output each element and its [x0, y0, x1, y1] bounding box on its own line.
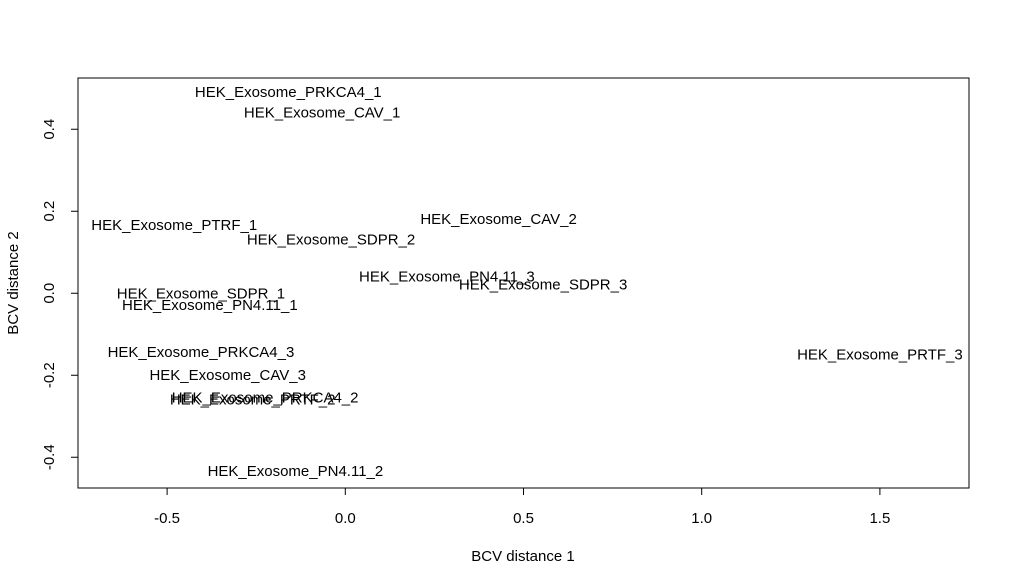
- point-label: HEK_Exosome_CAV_2: [420, 211, 576, 228]
- point-label: HEK_Exosome_PN4.11_2: [208, 463, 384, 480]
- data-points: HEK_Exosome_PRKCA4_1 HEK_Exosome_CAV_1 HEK…: [91, 84, 962, 480]
- x-tick-label: -0.5: [154, 510, 180, 527]
- x-tick-label: 1.5: [869, 510, 890, 527]
- point-label: HEK_Exosome_SDPR_3: [459, 277, 627, 294]
- y-axis-label: BCV distance 2: [5, 231, 22, 334]
- y-tick-label: 0.2: [41, 201, 58, 222]
- y-tick-label: 0.0: [41, 283, 58, 304]
- point-label: HEK_Exosome_PTRF_1: [91, 217, 257, 234]
- point-label: HEK_Exosome_PRKCA4_3: [108, 344, 295, 361]
- x-axis: -0.5 0.0 0.5 1.0 1.5: [154, 487, 890, 527]
- y-tick-label: 0.4: [41, 119, 58, 140]
- y-tick-label: -0.4: [41, 444, 58, 470]
- x-axis-label: BCV distance 1: [471, 548, 574, 565]
- x-tick-label: 0.5: [513, 510, 534, 527]
- y-axis: -0.4 -0.2 0.0 0.2 0.4: [41, 119, 79, 470]
- y-tick-label: -0.2: [41, 362, 58, 388]
- point-label: HEK_Exosome_SDPR_2: [247, 231, 415, 248]
- point-label: HEK_Exosome_PRKCA4_1: [195, 84, 382, 101]
- point-label: HEK_Exosome_PN4.11_1: [122, 297, 298, 314]
- point-label: HEK_Exosome_PN4.11_3: [359, 268, 535, 285]
- x-tick-label: 0.0: [335, 510, 356, 527]
- point-label: HEK_Exosome_CAV_1: [244, 104, 400, 121]
- point-label: HEK_Exosome_CAV_3: [149, 367, 305, 384]
- point-label: HEK_Exosome_PRKCA4_2: [172, 389, 359, 406]
- point-label: HEK_Exosome_PRTF_3: [797, 346, 963, 363]
- x-tick-label: 1.0: [691, 510, 712, 527]
- point-label: HEK_Exosome_PRTF_2: [170, 391, 336, 408]
- point-label: HEK_Exosome_SDPR_1: [117, 286, 285, 303]
